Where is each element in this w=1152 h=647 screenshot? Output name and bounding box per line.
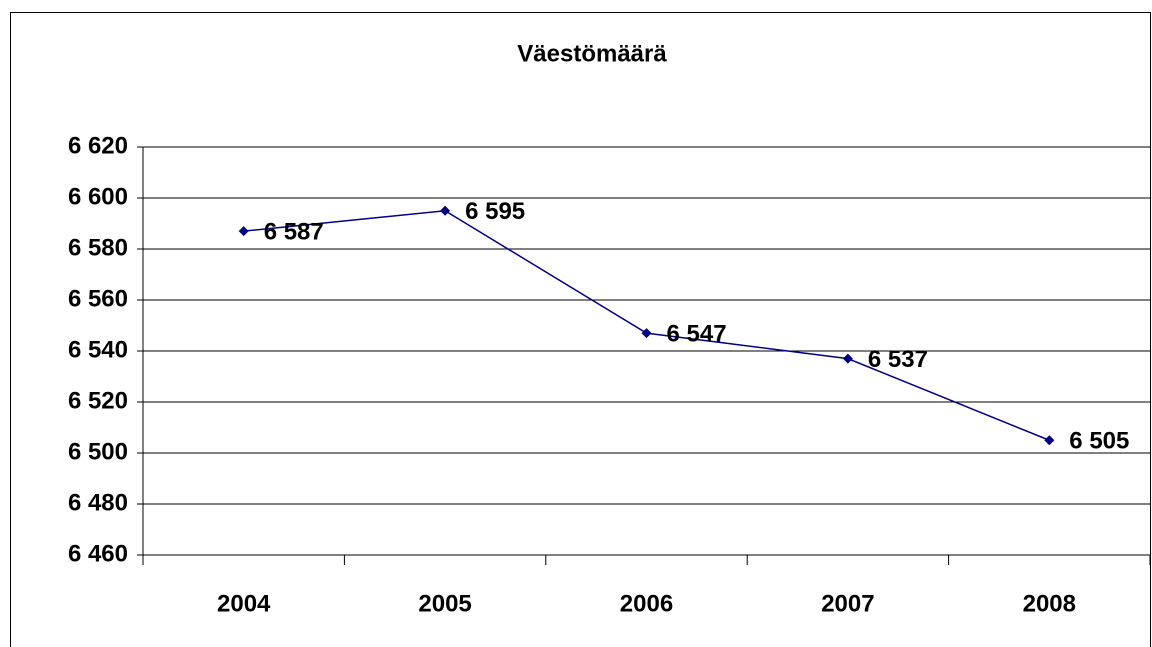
x-tick-label: 2007	[821, 590, 874, 617]
point-marker	[1044, 435, 1055, 446]
x-tick-label: 2006	[620, 590, 673, 617]
y-tick-label: 6 460	[68, 540, 128, 567]
point-marker	[641, 328, 652, 339]
y-tick-label: 6 540	[68, 336, 128, 363]
y-tick-label: 6 480	[68, 489, 128, 516]
point-marker	[440, 205, 451, 216]
data-label: 6 587	[264, 218, 324, 245]
x-tick-label: 2005	[418, 590, 471, 617]
x-tick-label: 2008	[1023, 590, 1076, 617]
y-tick-label: 6 520	[68, 387, 128, 414]
point-marker	[238, 226, 249, 237]
data-label: 6 505	[1069, 428, 1129, 455]
x-tick-label: 2004	[217, 590, 271, 617]
chart-title: Väestömäärä	[517, 40, 667, 67]
y-tick-label: 6 560	[68, 285, 128, 312]
chart-frame	[10, 12, 1151, 647]
y-tick-label: 6 620	[68, 132, 128, 159]
y-tick-label: 6 500	[68, 438, 128, 465]
data-label: 6 547	[667, 320, 727, 347]
y-tick-label: 6 600	[68, 183, 128, 210]
series-line	[243, 209, 1050, 441]
data-label: 6 595	[465, 198, 525, 225]
data-label: 6 537	[868, 346, 928, 373]
y-tick-label: 6 580	[68, 234, 128, 261]
point-marker	[842, 353, 853, 364]
